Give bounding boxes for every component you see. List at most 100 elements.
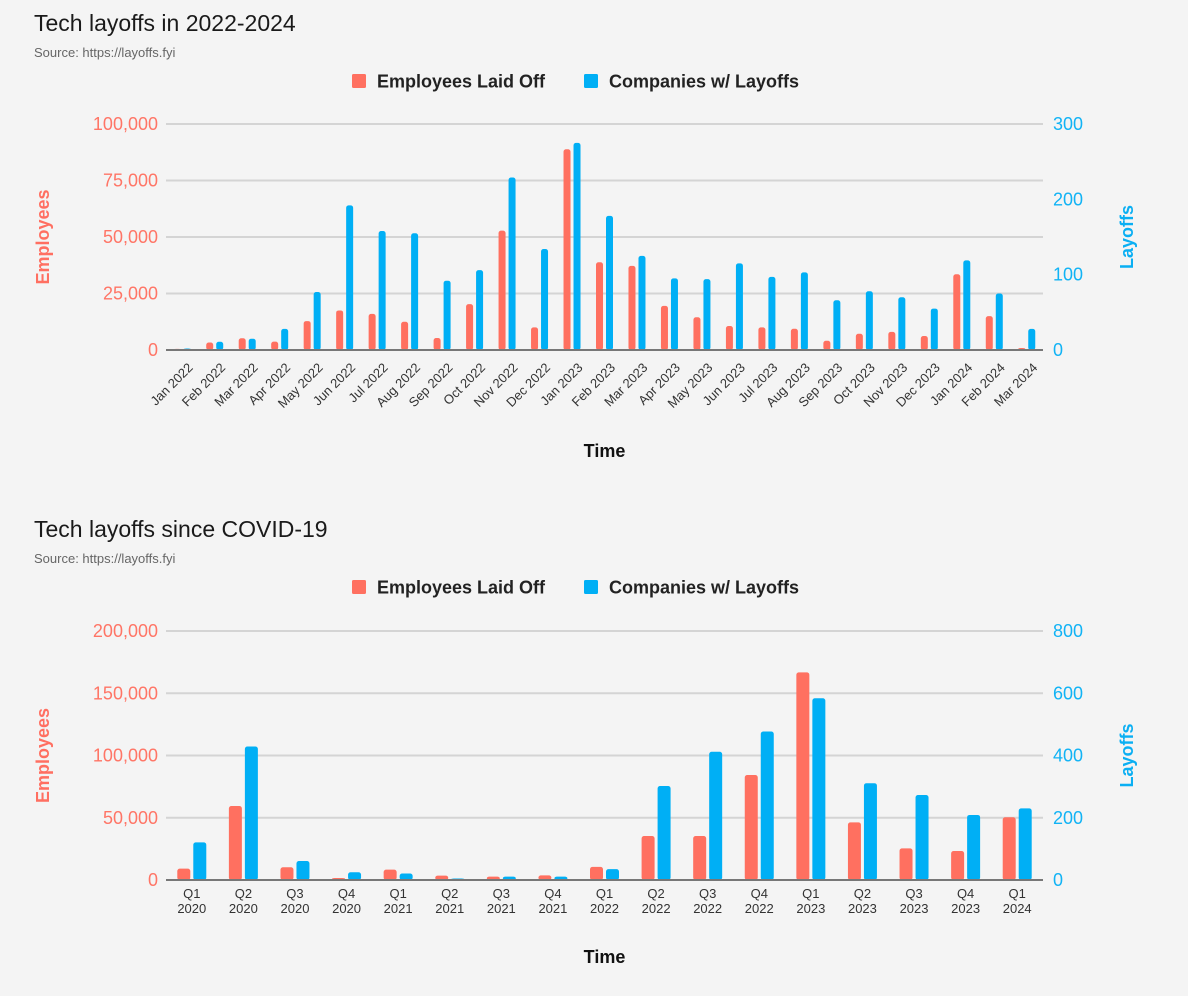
bar-companies-with-layoffs [508,177,516,350]
x-axis-tick-label: Q1 2021 [384,886,413,916]
bar-employees-laid-off [271,341,279,350]
bar-employees-laid-off [228,806,242,880]
legend-label-companies: Companies w/ Layoffs [609,578,799,598]
chart-svg: 0 50,000 100,000 150,000 200,000 0 200 400 600 80… [33,578,1137,968]
x-axis-tick-label: Q1 2022 [590,886,619,916]
bar-employees-laid-off [177,868,191,880]
chart-layoffs-2022-2024: 0 25,000 50,000 75,000 100,000 0 100 200 300 Jan … [0,0,1188,490]
bar-employees-laid-off [725,326,733,350]
bar-employees-laid-off [847,822,861,880]
x-tick-quarter: Q2 [854,886,871,901]
x-tick-year: 2021 [384,901,413,916]
y2-axis-tick-label: 200 [1053,808,1083,828]
x-axis-tick-label: Q3 2023 [900,886,929,916]
bar-companies-with-layoffs [1018,808,1032,880]
bar-companies-with-layoffs [995,293,1003,350]
x-axis-tick-label: Q4 2023 [951,886,980,916]
x-tick-quarter: Q2 [441,886,458,901]
y2-axis-tick-label: 200 [1053,189,1083,209]
x-axis-tick-label: Q2 2022 [642,886,671,916]
x-tick-quarter: Q1 [389,886,406,901]
bar-employees-laid-off [855,333,863,350]
x-axis-tick-label: Q2 2020 [229,886,258,916]
y-axis-title: Employees [33,708,53,803]
x-tick-year: 2021 [538,901,567,916]
bar-employees-laid-off [951,850,965,880]
x-tick-quarter: Q1 [596,886,613,901]
bar-companies-with-layoffs [967,814,981,880]
y2-axis-tick-label: 800 [1053,621,1083,641]
bar-companies-with-layoffs [216,341,224,350]
x-tick-year: 2024 [1003,901,1032,916]
bar-employees-laid-off [790,328,798,350]
bar-employees-laid-off [498,230,506,350]
bar-companies-with-layoffs [930,308,938,350]
x-axis-tick-label: Q1 2024 [1003,886,1032,916]
bar-companies-with-layoffs [1028,328,1036,350]
bar-employees-laid-off [368,313,376,350]
bar-companies-with-layoffs [606,215,613,350]
bar-employees-laid-off [1002,817,1016,880]
x-tick-quarter: Q1 [1009,886,1026,901]
bar-companies-with-layoffs [606,869,619,880]
y-axis-title: Employees [33,189,53,284]
x-tick-year: 2023 [848,901,877,916]
x-tick-year: 2022 [745,901,774,916]
y2-axis-title: Layoffs [1117,205,1137,269]
y2-axis-tick-label: 400 [1053,746,1083,766]
x-tick-quarter: Q4 [957,886,974,901]
bar-companies-with-layoffs [313,291,321,350]
chart-title: Tech layoffs since COVID-19 [34,516,328,542]
chart-layoffs-since-covid: 0 50,000 100,000 150,000 200,000 0 200 400 600 80… [0,506,1188,996]
bar-companies-with-layoffs [760,731,774,880]
y-axis-tick-label: 100,000 [93,746,158,766]
x-tick-quarter: Q3 [493,886,510,901]
bar-companies-with-layoffs [193,842,207,880]
bar-employees-laid-off [744,775,758,880]
x-axis-tick-label: Q2 2021 [435,886,464,916]
x-tick-quarter: Q1 [802,886,819,901]
y2-axis-tick-label: 0 [1053,870,1063,890]
x-tick-quarter: Q1 [183,886,200,901]
bar-companies-with-layoffs [411,233,419,350]
y2-axis-tick-label: 100 [1053,265,1083,285]
bar-companies-with-layoffs [296,861,310,880]
bar-companies-with-layoffs [670,278,678,350]
legend-label-employees: Employees Laid Off [377,72,546,92]
bar-companies-with-layoffs [863,783,877,880]
legend-swatch-companies [584,74,598,88]
y-axis-tick-label: 25,000 [103,284,158,304]
bar-employees-laid-off [953,274,961,350]
x-axis-tick-label: Q4 2020 [332,886,361,916]
bar-employees-laid-off [985,316,993,350]
bar-companies-with-layoffs [244,746,258,880]
x-tick-year: 2021 [487,901,516,916]
chart-title: Tech layoffs in 2022-2024 [34,10,296,36]
chart-source: Source: https://layoffs.fyi [34,45,176,60]
x-tick-quarter: Q4 [751,886,768,901]
x-tick-year: 2022 [642,901,671,916]
bar-companies-with-layoffs [248,338,256,350]
legend-swatch-employees [352,74,366,88]
bar-employees-laid-off [336,310,344,350]
bar-employees-laid-off [660,305,668,350]
bar-employees-laid-off [303,321,311,350]
x-axis-tick-label: Q1 2023 [796,886,825,916]
bar-employees-laid-off [628,265,636,350]
x-tick-year: 2020 [229,901,258,916]
bar-employees-laid-off [383,869,397,880]
y-axis-tick-label: 150,000 [93,683,158,703]
bar-employees-laid-off [796,672,810,880]
bar-employees-laid-off [920,335,928,350]
x-axis-tick-label: Q1 2020 [177,886,206,916]
x-axis-tick-label: Q4 2022 [745,886,774,916]
x-axis-tick-label: Q3 2020 [281,886,310,916]
bar-employees-laid-off [280,867,294,880]
bar-employees-laid-off [538,875,552,880]
bar-employees-laid-off [693,317,701,350]
x-tick-year: 2021 [435,901,464,916]
x-axis-title: Time [584,441,626,461]
x-tick-year: 2022 [590,901,619,916]
legend-swatch-companies [584,580,598,594]
chart-source: Source: https://layoffs.fyi [34,551,176,566]
